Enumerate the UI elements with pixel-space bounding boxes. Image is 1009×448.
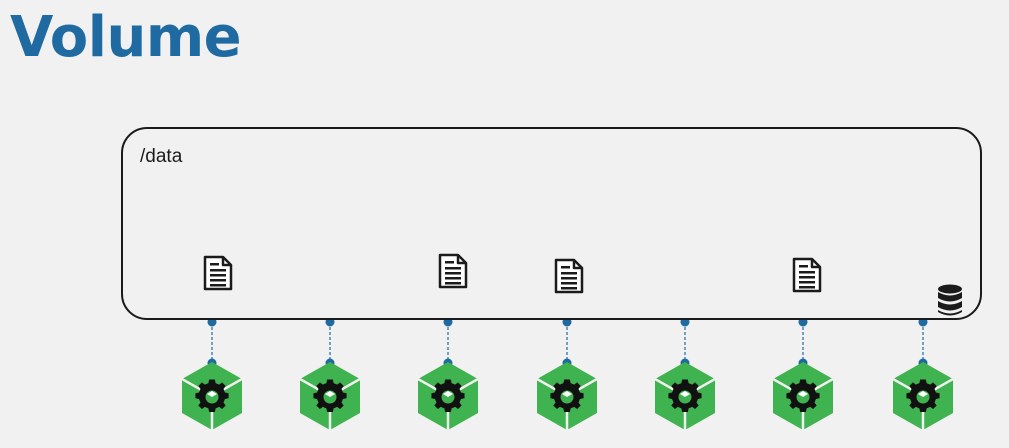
document-icon xyxy=(438,253,468,289)
document-icon xyxy=(554,258,584,294)
pod-gear-icon xyxy=(772,362,834,430)
document-icon xyxy=(792,257,822,293)
slide-title: Volume xyxy=(10,5,242,70)
pod-gear-icon xyxy=(417,362,479,430)
document-icon xyxy=(203,255,233,291)
pod-gear-icon xyxy=(536,362,598,430)
pod-gear-icon xyxy=(181,362,243,430)
pod-gear-icon xyxy=(299,362,361,430)
volume-container xyxy=(121,127,982,320)
volume-path-label: /data xyxy=(140,146,183,167)
pod-gear-icon xyxy=(892,362,954,430)
pod-gear-icon xyxy=(654,362,716,430)
database-icon xyxy=(938,284,962,316)
